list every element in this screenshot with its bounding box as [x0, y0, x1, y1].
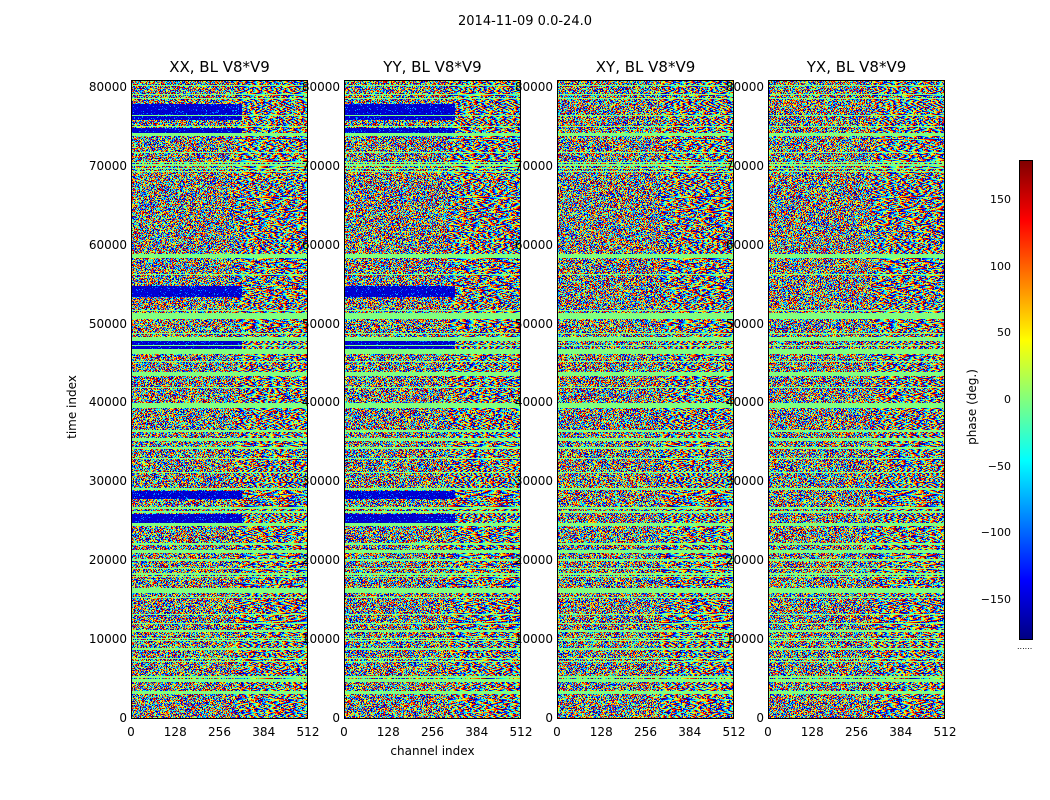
- x-tick-label: 512: [722, 725, 746, 739]
- y-tick-label: 20000: [725, 553, 764, 568]
- y-tick-label: 60000: [514, 237, 553, 252]
- y-tick-label: 60000: [88, 237, 127, 252]
- x-tick-label: 0: [553, 725, 561, 739]
- x-tick-label: 256: [421, 725, 444, 739]
- x-axis-label: channel index: [390, 744, 475, 758]
- panel-title: XX, BL V8*V9: [169, 58, 270, 76]
- x-tick-label: 128: [163, 725, 187, 739]
- y-tick-label: 80000: [725, 79, 764, 94]
- heatmap-xy: [557, 80, 734, 719]
- x-tick-label: 384: [889, 725, 913, 739]
- panel-title: YX, BL V8*V9: [806, 58, 907, 76]
- x-tick-label: 0: [340, 725, 348, 739]
- y-tick-label: 40000: [301, 395, 340, 410]
- y-tick-label: 80000: [301, 79, 340, 94]
- colorbar-tick-label: −150: [980, 593, 1011, 606]
- y-tick-label: 50000: [301, 316, 340, 331]
- x-tick-label: 384: [678, 725, 702, 739]
- y-tick-label: 20000: [88, 553, 127, 568]
- colorbar-tick-label: −100: [980, 526, 1011, 540]
- colorbar-extra-label: ......: [1017, 642, 1033, 651]
- colorbar-tick-label: 50: [997, 326, 1011, 340]
- y-tick-label: 30000: [725, 474, 764, 489]
- x-tick-label: 128: [800, 725, 824, 739]
- y-tick-label: 70000: [301, 158, 340, 173]
- x-tick-label: 512: [296, 725, 320, 739]
- y-tick-label: 30000: [88, 474, 127, 489]
- y-axis-label: time index: [64, 374, 79, 439]
- x-tick-label: 128: [376, 725, 400, 739]
- panel-title: YY, BL V8*V9: [383, 58, 482, 76]
- y-tick-label: 10000: [514, 632, 553, 647]
- x-tick-label: 512: [933, 725, 957, 739]
- y-tick-label: 80000: [514, 79, 553, 94]
- colorbar: [1019, 160, 1033, 640]
- y-tick-label: 20000: [514, 553, 553, 568]
- y-tick-label: 30000: [514, 474, 553, 489]
- y-tick-label: 50000: [88, 316, 127, 331]
- y-tick-label: 70000: [725, 158, 764, 173]
- x-tick-label: 256: [208, 725, 231, 739]
- y-tick-label: 10000: [88, 632, 127, 647]
- heatmap-yx: [768, 80, 945, 719]
- colorbar-label: phase (deg.): [964, 369, 979, 445]
- x-tick-label: 512: [509, 725, 533, 739]
- y-tick-label: 0: [756, 711, 764, 725]
- x-tick-label: 0: [764, 725, 772, 739]
- x-tick-label: 0: [127, 725, 135, 739]
- x-tick-label: 256: [634, 725, 657, 739]
- figure-title: 2014-11-09 0.0-24.0: [458, 14, 592, 29]
- y-tick-label: 30000: [301, 474, 340, 489]
- panel-title: XY, BL V8*V9: [595, 58, 696, 76]
- y-tick-label: 0: [119, 711, 127, 725]
- colorbar-tick-label: 150: [990, 193, 1011, 206]
- y-tick-label: 60000: [725, 237, 764, 252]
- heatmap-yy: [344, 80, 521, 719]
- y-tick-label: 50000: [514, 316, 553, 331]
- colorbar-tick-label: 100: [990, 259, 1011, 273]
- heatmap-xx: [131, 80, 308, 719]
- y-tick-label: 0: [332, 711, 340, 725]
- y-tick-label: 0: [545, 711, 553, 725]
- x-tick-label: 256: [845, 725, 868, 739]
- y-tick-label: 10000: [301, 632, 340, 647]
- y-tick-label: 40000: [88, 395, 127, 410]
- y-tick-label: 50000: [725, 316, 764, 331]
- y-tick-label: 40000: [725, 395, 764, 410]
- colorbar-tick-label: 0: [1004, 393, 1011, 406]
- x-tick-label: 128: [589, 725, 613, 739]
- y-tick-label: 70000: [88, 158, 127, 173]
- x-tick-label: 384: [252, 725, 276, 739]
- y-tick-label: 60000: [301, 237, 340, 252]
- y-tick-label: 10000: [725, 632, 764, 647]
- y-tick-label: 20000: [301, 553, 340, 568]
- y-tick-label: 40000: [514, 395, 553, 410]
- colorbar-tick-label: −50: [987, 459, 1011, 473]
- x-tick-label: 384: [465, 725, 489, 739]
- y-tick-label: 80000: [88, 79, 127, 94]
- y-tick-label: 70000: [514, 158, 553, 173]
